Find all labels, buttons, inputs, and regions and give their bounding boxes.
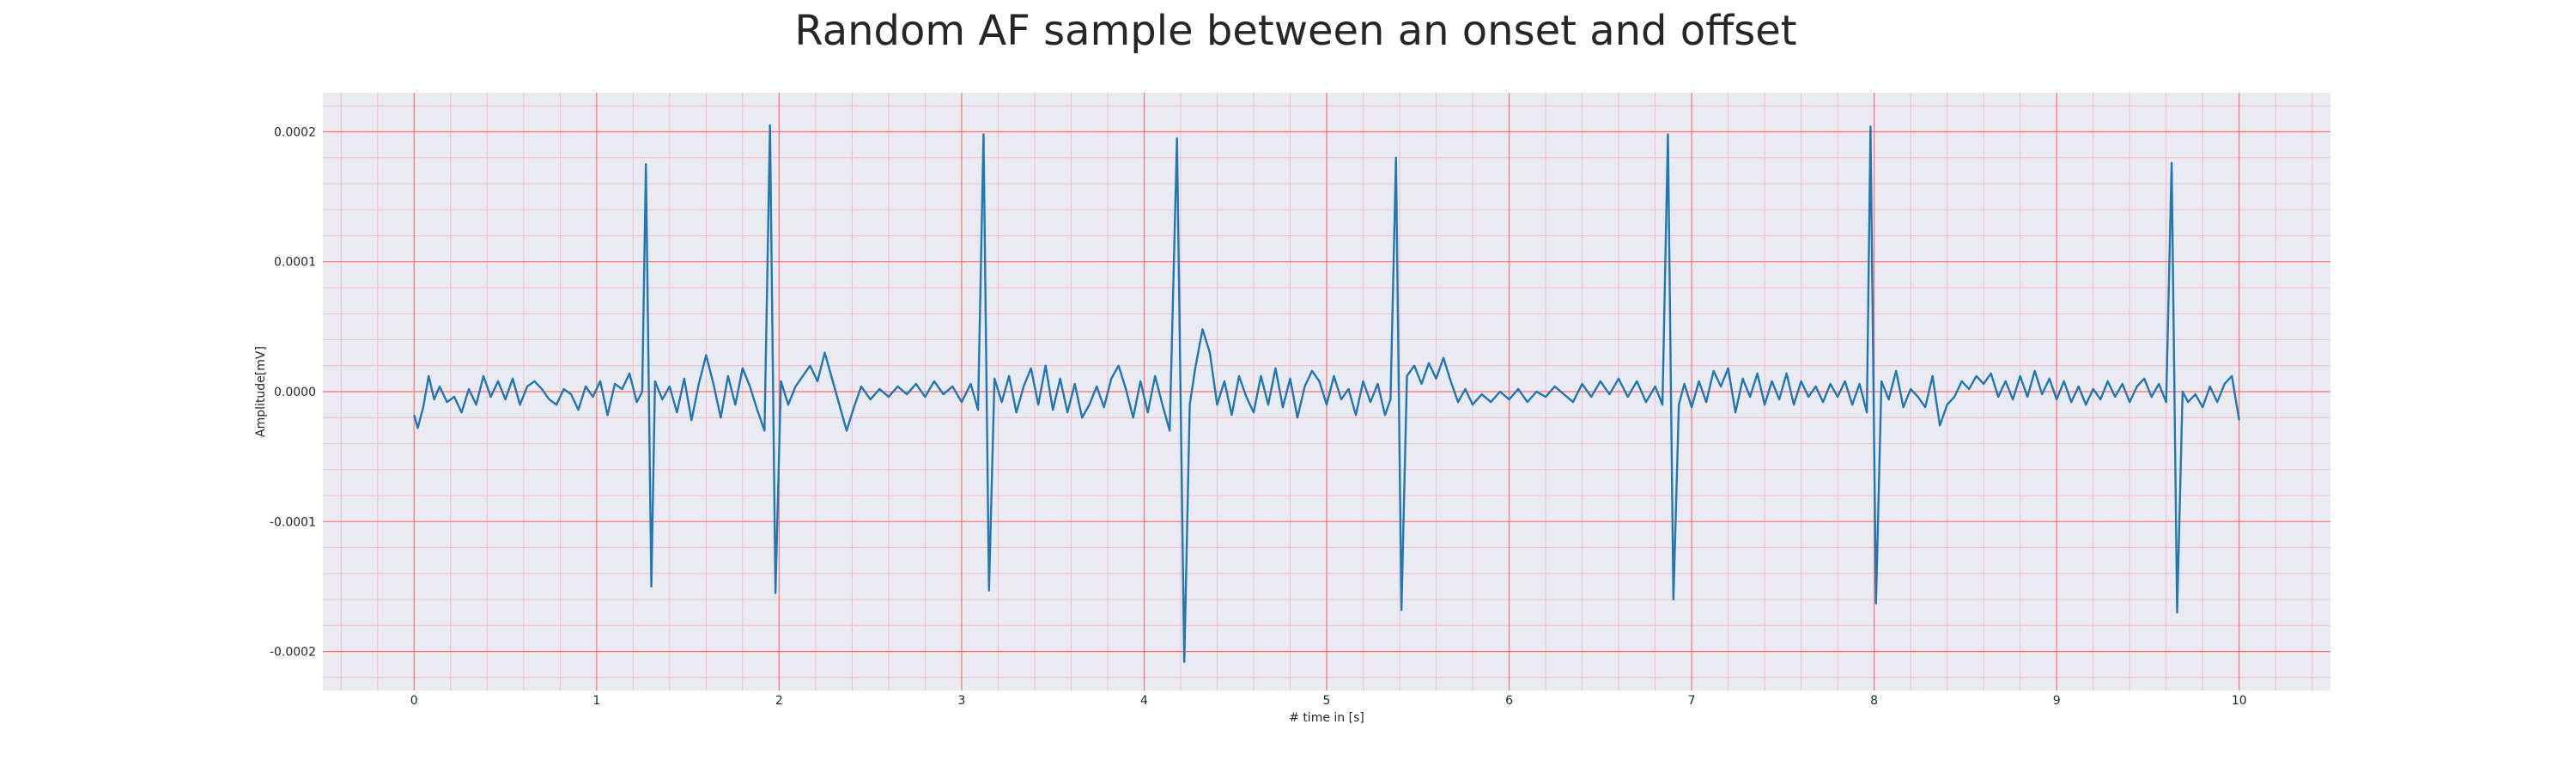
x-tick-label: 1	[592, 694, 600, 708]
x-tick-label: 3	[957, 694, 965, 708]
x-tick-label: 7	[1688, 694, 1696, 708]
y-tick-label: 0.0001	[274, 256, 316, 270]
y-tick-label: -0.0001	[270, 515, 316, 529]
x-tick-label: 10	[2232, 694, 2247, 708]
y-tick-label: 0.0002	[274, 125, 316, 139]
x-tick-label: 5	[1323, 694, 1331, 708]
y-tick-label: -0.0002	[270, 646, 316, 660]
y-axis-label: Amplitude[mV]	[254, 346, 268, 437]
x-tick-label: 9	[2053, 694, 2061, 708]
x-axis-ticks: 0 1 2 3 4 5 6 7 8 9 10	[410, 694, 2247, 708]
x-tick-label: 8	[1870, 694, 1878, 708]
x-axis-label: # time in [s]	[1289, 711, 1364, 725]
y-tick-label: 0.0000	[274, 386, 316, 399]
x-tick-label: 0	[410, 694, 418, 708]
x-tick-label: 2	[775, 694, 783, 708]
chart-title: Random AF sample between an onset and of…	[794, 7, 1796, 55]
x-tick-label: 6	[1505, 694, 1513, 708]
x-tick-label: 4	[1140, 694, 1148, 708]
y-axis-ticks: 0.0002 0.0001 0.0000 -0.0001 -0.0002	[270, 125, 316, 659]
